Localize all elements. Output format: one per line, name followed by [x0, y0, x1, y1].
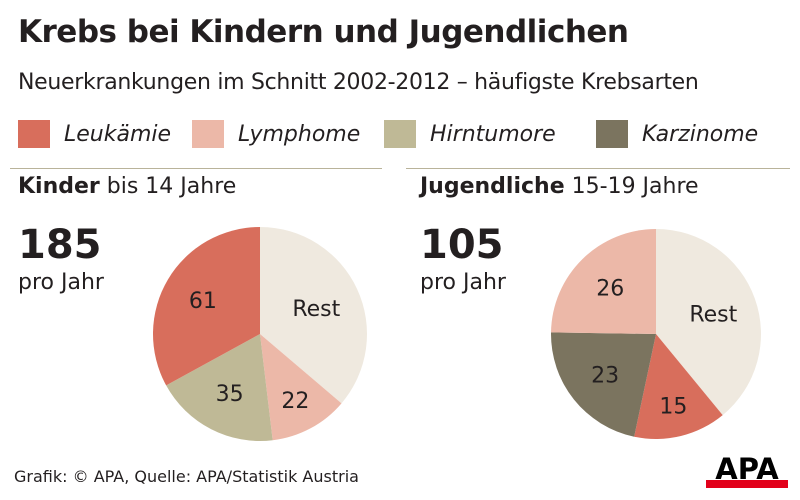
- panel-heading-kinder: Kinder bis 14 Jahre: [18, 174, 236, 199]
- pie-slice-label: 22: [281, 389, 309, 414]
- legend-item-leukaemie: Leukämie: [18, 116, 171, 152]
- chart-subtitle: Neuerkrankungen im Schnitt 2002-2012 – h…: [18, 70, 699, 95]
- pie-slice-61: [153, 227, 260, 386]
- pie-slice-26: [551, 229, 656, 334]
- legend-item-lymphome: Lymphome: [192, 116, 360, 152]
- legend-swatch-hirntumore: [384, 120, 416, 148]
- apa-logo: APA: [706, 452, 788, 488]
- pie-slice-label: 23: [591, 364, 619, 389]
- legend-item-karzinome: Karzinome: [596, 116, 758, 152]
- pie-slice-15: [634, 334, 723, 440]
- per-year-jugendliche: pro Jahr: [420, 270, 506, 295]
- legend-label-leukaemie: Leukämie: [64, 121, 172, 147]
- apa-logo-text: APA: [715, 452, 779, 486]
- divider-left: [10, 168, 382, 169]
- panel-heading-age: bis 14 Jahre: [99, 174, 237, 199]
- total-kinder: 185: [18, 222, 102, 268]
- pie-slice-22: [260, 334, 342, 441]
- pie-slice-label: 26: [596, 277, 624, 302]
- legend-item-hirntumore: Hirntumore: [384, 116, 556, 152]
- chart-title: Krebs bei Kindern und Jugendlichen: [18, 14, 629, 50]
- panel-heading-bold: Jugendliche: [420, 174, 565, 199]
- source-note: Grafik: © APA, Quelle: APA/Statistik Aus…: [14, 467, 359, 486]
- pie-slice-35: [166, 334, 273, 441]
- total-jugendliche: 105: [420, 222, 504, 268]
- divider-right: [406, 168, 790, 169]
- panel-heading-age: 15-19 Jahre: [564, 174, 699, 199]
- legend-swatch-karzinome: [596, 120, 628, 148]
- legend-swatch-leukaemie: [18, 120, 50, 148]
- panel-heading-bold: Kinder: [18, 174, 100, 199]
- per-year-kinder: pro Jahr: [18, 270, 104, 295]
- legend: Leukämie Lymphome Hirntumore Karzinome: [18, 116, 788, 152]
- pie-slice-label: Rest: [292, 297, 340, 322]
- panel-heading-jugendliche: Jugendliche 15-19 Jahre: [420, 174, 699, 199]
- legend-label-hirntumore: Hirntumore: [430, 121, 556, 147]
- pie-slice-label: 61: [189, 289, 217, 314]
- pie-chart-jugendliche: Rest 15 23 26: [550, 229, 761, 440]
- pie-slice-rest: [260, 227, 368, 404]
- legend-label-karzinome: Karzinome: [642, 121, 759, 147]
- pie-slice-rest: [656, 229, 761, 416]
- pie-chart-kinder: Rest 22 35 61: [153, 227, 368, 441]
- pie-slice-label: 35: [216, 382, 244, 407]
- pie-slice-label: 15: [659, 394, 687, 419]
- pie-slice-23: [550, 332, 656, 437]
- legend-swatch-lymphome: [192, 120, 224, 148]
- pie-slice-label: Rest: [689, 303, 737, 328]
- legend-label-lymphome: Lymphome: [238, 121, 361, 147]
